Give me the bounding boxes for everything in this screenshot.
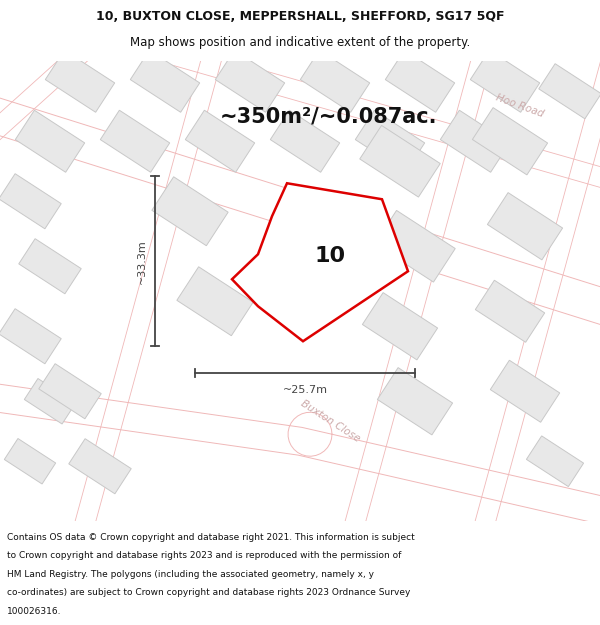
Polygon shape xyxy=(362,292,437,360)
Polygon shape xyxy=(475,280,545,342)
Text: 100026316.: 100026316. xyxy=(7,607,62,616)
Polygon shape xyxy=(0,309,61,364)
Polygon shape xyxy=(69,439,131,494)
Text: ~350m²/~0.087ac.: ~350m²/~0.087ac. xyxy=(220,106,437,126)
Polygon shape xyxy=(16,110,85,173)
Polygon shape xyxy=(490,360,560,423)
Polygon shape xyxy=(152,177,228,246)
Polygon shape xyxy=(100,110,170,173)
Polygon shape xyxy=(440,110,509,173)
Polygon shape xyxy=(487,192,563,260)
Polygon shape xyxy=(472,107,548,175)
Polygon shape xyxy=(177,267,253,336)
Polygon shape xyxy=(360,126,440,197)
Polygon shape xyxy=(539,64,600,119)
Polygon shape xyxy=(355,110,425,173)
Polygon shape xyxy=(185,110,254,173)
Polygon shape xyxy=(25,379,76,424)
Text: HM Land Registry. The polygons (including the associated geometry, namely x, y: HM Land Registry. The polygons (includin… xyxy=(7,570,374,579)
Polygon shape xyxy=(470,50,539,112)
Text: Buxton Close: Buxton Close xyxy=(299,398,361,444)
Text: ~25.7m: ~25.7m xyxy=(283,385,328,395)
Text: Map shows position and indicative extent of the property.: Map shows position and indicative extent… xyxy=(130,36,470,49)
Polygon shape xyxy=(377,368,452,435)
Text: Hoo Road: Hoo Road xyxy=(494,93,545,119)
Polygon shape xyxy=(130,50,200,112)
Polygon shape xyxy=(375,211,455,282)
Polygon shape xyxy=(4,439,56,484)
Text: 10, BUXTON CLOSE, MEPPERSHALL, SHEFFORD, SG17 5QF: 10, BUXTON CLOSE, MEPPERSHALL, SHEFFORD,… xyxy=(96,10,504,22)
Text: co-ordinates) are subject to Crown copyright and database rights 2023 Ordnance S: co-ordinates) are subject to Crown copyr… xyxy=(7,588,410,598)
Polygon shape xyxy=(0,174,61,229)
Text: to Crown copyright and database rights 2023 and is reproduced with the permissio: to Crown copyright and database rights 2… xyxy=(7,551,401,561)
Polygon shape xyxy=(46,50,115,112)
Polygon shape xyxy=(39,364,101,419)
Polygon shape xyxy=(19,239,81,294)
Polygon shape xyxy=(385,50,455,112)
Text: 10: 10 xyxy=(314,246,346,266)
Polygon shape xyxy=(526,436,584,487)
Polygon shape xyxy=(215,50,284,112)
Polygon shape xyxy=(301,50,370,112)
Text: ~33.3m: ~33.3m xyxy=(137,239,147,284)
Text: Contains OS data © Crown copyright and database right 2021. This information is : Contains OS data © Crown copyright and d… xyxy=(7,533,415,542)
Polygon shape xyxy=(271,110,340,173)
Polygon shape xyxy=(232,183,408,341)
